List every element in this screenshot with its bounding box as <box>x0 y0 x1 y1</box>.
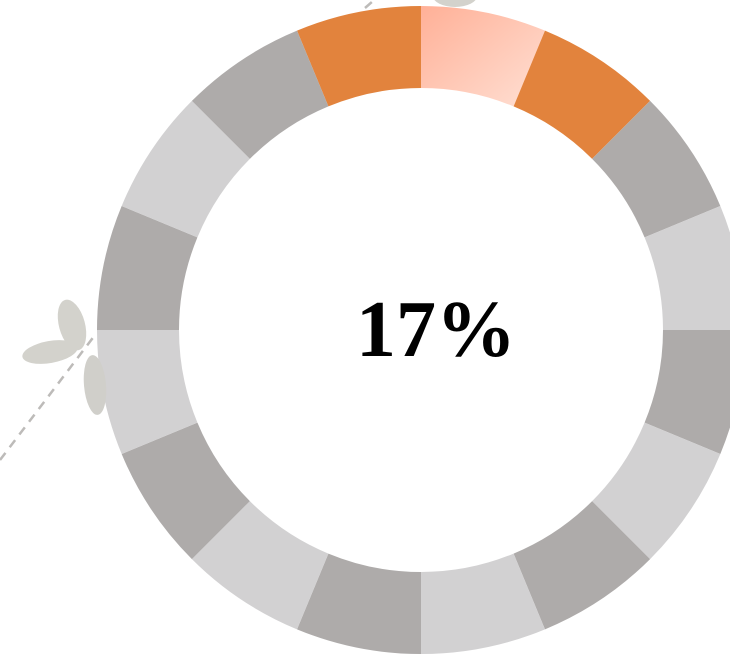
ring-segment <box>121 100 250 238</box>
ring-segment <box>421 6 545 107</box>
ring-segment <box>592 422 721 560</box>
ring-segment <box>297 553 421 654</box>
ring-segment <box>644 330 730 454</box>
progress-percent: 17% <box>356 286 516 374</box>
ring-segment <box>513 501 651 630</box>
dragonfly-decoration <box>0 0 476 461</box>
progress-ring <box>97 6 730 654</box>
ring-segment <box>421 553 545 654</box>
ring-segment <box>97 206 198 330</box>
ring-segment <box>592 100 721 238</box>
ring-segment <box>644 206 730 330</box>
ring-segment <box>97 330 198 454</box>
ring-segment <box>513 30 651 159</box>
ring-segment <box>297 6 421 107</box>
ring-segment <box>191 501 329 630</box>
ring-segment <box>121 422 250 560</box>
ring-segment <box>191 30 329 159</box>
